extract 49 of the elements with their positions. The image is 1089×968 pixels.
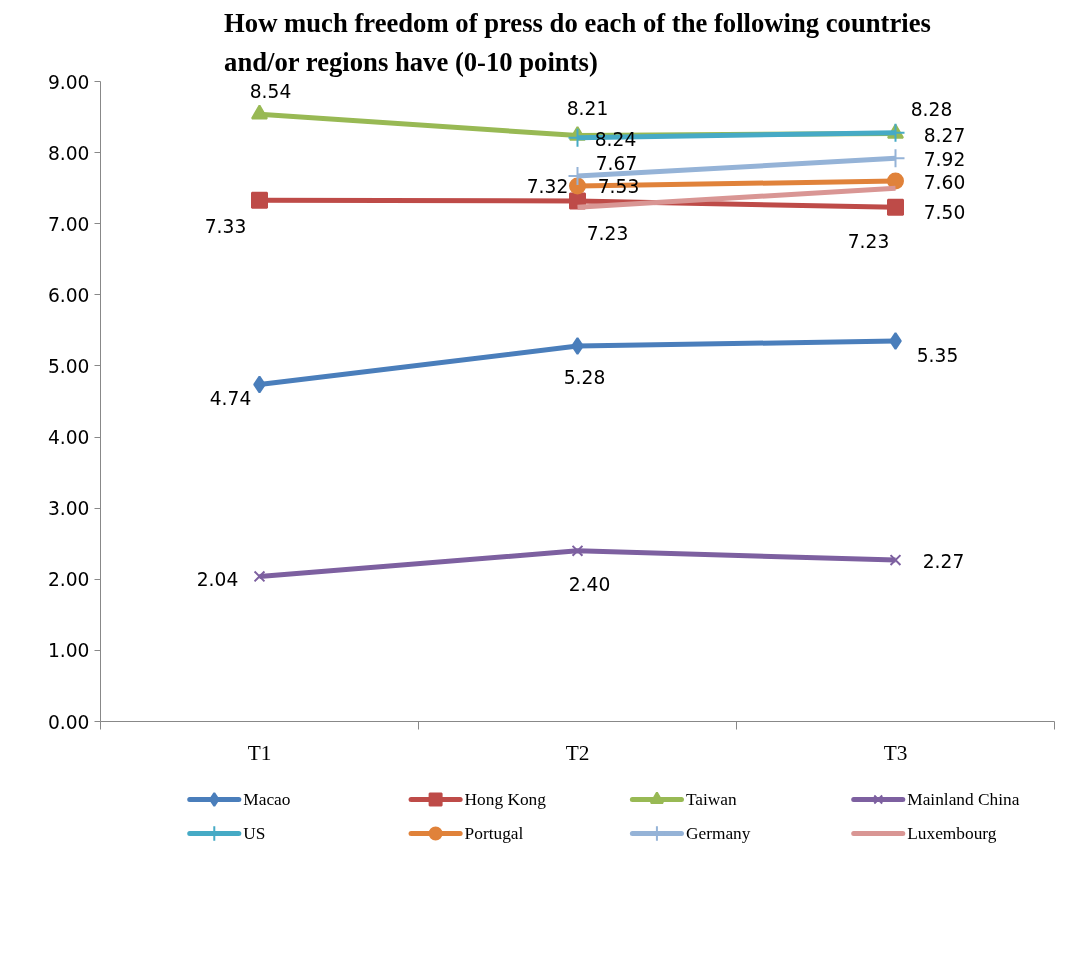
point [571, 544, 584, 557]
data-label: 7.23 [586, 223, 629, 245]
point [251, 104, 268, 120]
y-tick-label: 1.00 [47, 640, 90, 662]
y-tick-label: 3.00 [47, 498, 90, 520]
data-label: 8.54 [249, 81, 292, 103]
data-label: 7.23 [847, 231, 890, 253]
y-tick-label: 8.00 [47, 142, 90, 164]
y-tick-label: 5.00 [47, 355, 90, 377]
point [569, 177, 586, 195]
data-label: 5.35 [916, 345, 959, 367]
legend-label: Mainland China [907, 790, 1020, 809]
chart-title: How much freedom of press do each of the following countries and/or regions have (0-10 points) [224, 7, 931, 77]
data-label: 7.50 [923, 202, 966, 224]
point [887, 172, 904, 190]
data-label: 7.53 [597, 176, 640, 198]
data-label: 7.92 [923, 149, 966, 171]
data-label: 8.27 [923, 125, 966, 147]
point [251, 191, 268, 209]
x-tick-label: T1 [247, 740, 272, 765]
y-tick-label: 7.00 [47, 213, 90, 235]
legend-label: Hong Kong [464, 790, 547, 809]
y-tick-label: 6.00 [47, 284, 90, 306]
data-label: 8.21 [566, 97, 609, 119]
y-tick-label: 9.00 [47, 71, 90, 93]
legend-label: Macao [243, 790, 291, 809]
legend-label: Taiwan [685, 790, 738, 809]
data-label: 7.33 [204, 216, 247, 238]
x-tick-label: T2 [565, 740, 590, 765]
data-label: 4.74 [209, 388, 252, 410]
point [889, 554, 902, 567]
data-label: 2.27 [922, 551, 965, 573]
y-tick-label: 0.00 [47, 711, 90, 733]
point [253, 570, 266, 583]
legend-label: Portugal [464, 824, 524, 843]
legend-label: US [243, 824, 266, 843]
data-label: 7.67 [595, 153, 638, 175]
legend-label: Germany [685, 824, 751, 843]
y-tick-label: 4.00 [47, 427, 90, 449]
legend-label: Luxembourg [907, 824, 997, 843]
data-label: 8.28 [910, 98, 953, 120]
point [887, 198, 904, 216]
data-label: 2.40 [568, 573, 611, 595]
data-label: 7.60 [923, 172, 966, 194]
data-label: 5.28 [563, 367, 606, 389]
data-label: 2.04 [196, 569, 239, 591]
data-label: 7.32 [526, 175, 569, 197]
y-tick-label: 2.00 [47, 569, 90, 591]
x-tick-label: T3 [883, 740, 908, 765]
